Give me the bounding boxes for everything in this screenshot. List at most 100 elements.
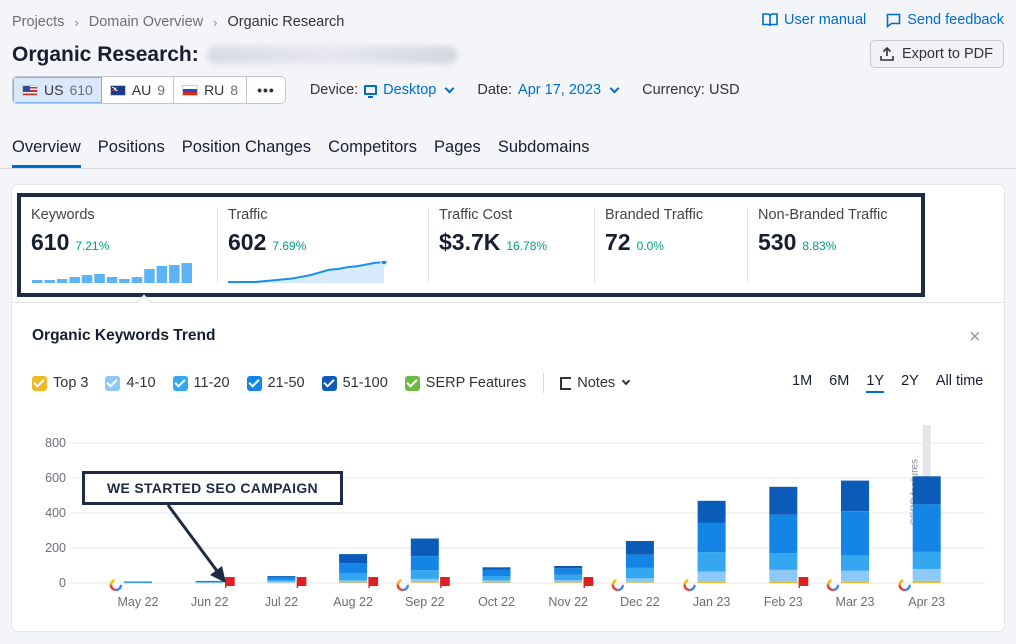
bar-segment <box>554 574 583 581</box>
callout-arrowhead <box>210 566 226 583</box>
period-6m[interactable]: 6M <box>829 373 850 389</box>
metrics-divider <box>12 302 1004 303</box>
notes-label: Notes <box>577 375 616 391</box>
seo-campaign-callout: WE STARTED SEO CAMPAIGN <box>82 471 343 505</box>
checkbox-icon <box>246 375 262 391</box>
sparkline-area <box>228 262 384 283</box>
more-databases-button[interactable]: ••• <box>257 82 275 98</box>
tabs-divider <box>0 168 1016 169</box>
book-icon <box>762 13 778 27</box>
bar-segment <box>482 569 511 576</box>
metric-label: Non-Branded Traffic <box>758 207 888 223</box>
sparkline-bar <box>32 280 43 283</box>
legend-11-20[interactable]: 11-20 <box>172 375 230 391</box>
x-tick-label: Sep 22 <box>405 595 445 609</box>
database-au[interactable]: AU 9 <box>102 77 175 103</box>
chevron-down-icon <box>444 83 455 93</box>
bar-segment <box>841 511 869 556</box>
sparkline-bar <box>156 266 168 283</box>
bar-segment <box>195 580 224 582</box>
date-dropdown[interactable]: Apr 17, 2023 <box>518 82 620 98</box>
x-tick-label: Nov 22 <box>548 595 588 609</box>
au-flag-icon <box>109 84 126 96</box>
tab-competitors[interactable]: Competitors <box>328 138 418 156</box>
database-ru[interactable]: RU 8 <box>174 77 248 103</box>
metric-label: Branded Traffic <box>605 207 704 223</box>
tab-positions[interactable]: Positions <box>97 138 165 156</box>
date-filter: Date: Apr 17, 2023 <box>477 82 620 98</box>
period-1m[interactable]: 1M <box>792 373 813 389</box>
bar-segment <box>841 555 869 571</box>
legend-label: SERP Features <box>425 375 527 391</box>
export-pdf-button[interactable]: Export to PDF <box>869 40 1004 68</box>
close-icon[interactable]: × <box>969 326 981 348</box>
breadcrumb-organic-research: Organic Research <box>227 14 345 30</box>
legend-51-100[interactable]: 51-100 <box>321 375 388 391</box>
chevron-right-icon: › <box>213 14 218 30</box>
google-update-icon <box>683 578 696 592</box>
google-ring <box>898 578 911 592</box>
bar-segment <box>841 570 869 582</box>
chevron-down-icon <box>621 376 631 386</box>
tab-bar: Overview Positions Position Changes Comp… <box>12 138 590 168</box>
period-all-time[interactable]: All time <box>935 373 984 389</box>
metric-branded-traffic[interactable]: Branded Traffic 72 0.0% <box>595 197 748 293</box>
y-tick-label: 200 <box>45 541 66 555</box>
tab-subdomains[interactable]: Subdomains <box>497 138 590 156</box>
metric-non-branded-traffic[interactable]: Non-Branded Traffic 530 8.83% <box>748 197 921 293</box>
bar-segment <box>625 582 654 583</box>
legend-21-50[interactable]: 21-50 <box>246 375 305 391</box>
bar-segment <box>554 580 583 583</box>
tab-pages[interactable]: Pages <box>434 138 481 156</box>
notes-dropdown[interactable]: Notes <box>560 375 631 391</box>
period-selector: 1M 6M 1Y 2Y All time <box>792 373 983 393</box>
google-update-icon <box>109 578 123 592</box>
metric-change: 8.83% <box>802 239 837 253</box>
sparkline-bar <box>144 269 155 283</box>
metric-value: 72 <box>605 229 631 255</box>
period-2y[interactable]: 2Y <box>901 373 919 389</box>
note-flag-icon <box>297 577 307 586</box>
metric-label: Traffic <box>228 207 268 223</box>
bar-segment <box>625 567 654 579</box>
database-us[interactable]: US 610 <box>13 77 102 103</box>
x-tick-label: Apr 23 <box>908 595 945 609</box>
legend-serp-features[interactable]: SERP Features <box>404 375 527 391</box>
period-1y[interactable]: 1Y <box>866 373 885 393</box>
bar-segment <box>410 578 439 583</box>
bar-segment <box>339 554 368 564</box>
google-ring <box>109 578 123 592</box>
metric-keywords[interactable]: Keywords 610 7.21% <box>21 197 218 293</box>
google-ring <box>826 578 840 592</box>
metric-value: $3.7K <box>439 229 501 255</box>
metric-change: 7.21% <box>75 239 110 253</box>
bar-segment <box>267 576 296 577</box>
bar-segment <box>267 576 296 580</box>
bar-segment <box>124 582 152 583</box>
bar-segment <box>195 582 224 583</box>
legend-4-10[interactable]: 4-10 <box>105 375 156 391</box>
breadcrumb-projects[interactable]: Projects <box>12 14 65 30</box>
bar-segment <box>625 578 654 583</box>
breadcrumb-domain-overview[interactable]: Domain Overview <box>88 14 204 30</box>
x-tick-label: Mar 23 <box>836 595 875 609</box>
x-tick-label: Aug 22 <box>333 595 373 609</box>
filter-row: US 610 AU 9 RU 8 ••• Device: Desktop Dat… <box>12 76 740 104</box>
x-tick-label: Oct 22 <box>478 595 515 609</box>
device-dropdown[interactable]: Desktop <box>364 82 455 98</box>
sparkline-bar <box>119 279 130 283</box>
send-feedback-link[interactable]: Send feedback <box>886 12 1004 28</box>
bar-segment <box>124 581 152 583</box>
tab-overview[interactable]: Overview <box>12 138 81 168</box>
checkbox-icon <box>172 375 188 391</box>
user-manual-link[interactable]: User manual <box>762 12 866 28</box>
bar-segment <box>697 500 726 523</box>
metric-traffic-cost[interactable]: Traffic Cost $3.7K 16.78% <box>429 197 595 293</box>
metric-divider <box>594 207 595 283</box>
chevron-right-icon: › <box>74 14 79 30</box>
tab-position-changes[interactable]: Position Changes <box>181 138 312 156</box>
legend-top-3[interactable]: Top 3 <box>32 375 88 391</box>
metric-traffic[interactable]: Traffic 602 7.69% <box>218 197 429 293</box>
blurred-domain <box>206 46 457 64</box>
metric-label: Keywords <box>31 207 95 223</box>
